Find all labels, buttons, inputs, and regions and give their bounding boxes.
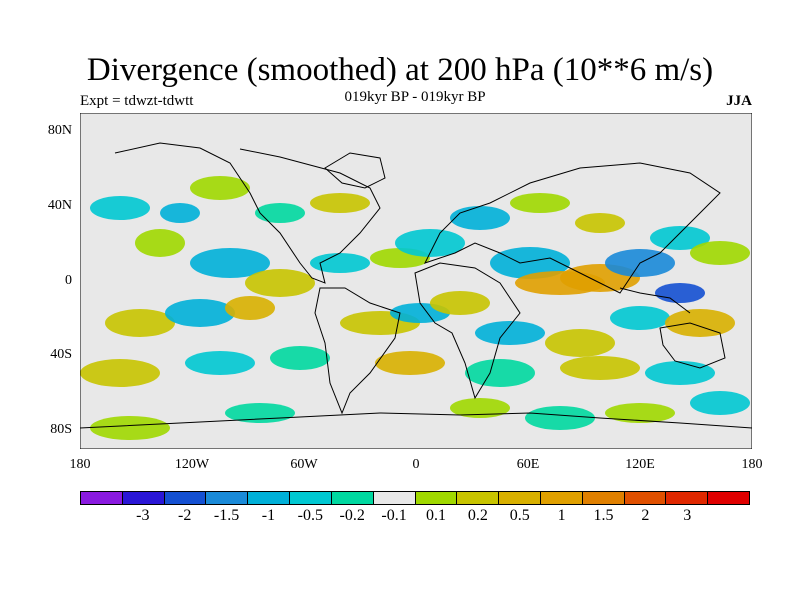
field-region xyxy=(690,391,750,415)
field-region xyxy=(430,291,490,315)
colorbar-box xyxy=(707,491,750,505)
field-region xyxy=(90,416,170,440)
field-region xyxy=(245,269,315,297)
season-label: JJA xyxy=(726,93,752,109)
colorbar-box xyxy=(414,491,458,505)
colorbar-box xyxy=(121,491,165,505)
colorbar-label: -0.1 xyxy=(381,507,407,524)
colorbar-label: 1 xyxy=(557,507,566,524)
field-region xyxy=(190,176,250,200)
colorbar-box xyxy=(330,491,374,505)
field-region xyxy=(690,241,750,265)
lat-label-40n: 40N xyxy=(47,198,72,213)
field-region xyxy=(310,253,370,273)
field-region xyxy=(560,356,640,380)
field-region xyxy=(255,203,305,223)
field-region xyxy=(185,351,255,375)
field-region xyxy=(225,296,275,320)
plot-title: Divergence (smoothed) at 200 hPa (10**6 … xyxy=(86,52,714,88)
colorbar-label: -0.2 xyxy=(339,507,365,524)
colorbar xyxy=(80,491,750,505)
colorbar-label: 2 xyxy=(641,507,650,524)
field-region xyxy=(525,406,595,430)
lon-label-120w: 120W xyxy=(174,457,210,472)
plot-subtitle: 019kyr BP - 019kyr BP xyxy=(344,89,486,105)
field-region xyxy=(510,193,570,213)
divergence-field-blobs xyxy=(80,176,750,440)
colorbar-label: 3 xyxy=(683,507,692,524)
lon-label-60e: 60E xyxy=(516,457,540,472)
coastlines xyxy=(80,142,752,429)
field-region xyxy=(135,229,185,257)
field-region xyxy=(190,248,270,278)
colorbar-label: -0.5 xyxy=(297,507,323,524)
field-region xyxy=(310,193,370,213)
experiment-label: Expt = tdwzt-tdwtt xyxy=(80,93,194,109)
field-region xyxy=(450,398,510,418)
field-region xyxy=(165,299,235,327)
colorbar-box xyxy=(163,491,207,505)
field-region xyxy=(490,247,570,279)
colorbar-label: -1 xyxy=(261,507,276,524)
field-region xyxy=(375,351,445,375)
field-region xyxy=(665,309,735,337)
colorbar-label: -2 xyxy=(178,507,192,524)
colorbar-box xyxy=(539,491,583,505)
lon-label-180e: 180 xyxy=(741,457,763,472)
lat-label-40s: 40S xyxy=(50,347,72,362)
colorbar-box xyxy=(456,491,500,505)
field-region xyxy=(475,321,545,345)
colorbar-box xyxy=(581,491,625,505)
field-region xyxy=(160,203,200,223)
colorbar-box xyxy=(665,491,709,505)
colorbar-box xyxy=(498,491,541,505)
lat-label-0: 0 xyxy=(65,273,72,288)
colorbar-box xyxy=(247,491,291,505)
colorbar-label: 0.1 xyxy=(425,507,446,524)
colorbar-label: 0.2 xyxy=(467,507,488,524)
lon-label-60w: 60W xyxy=(290,457,318,472)
lat-label-80s: 80S xyxy=(50,422,72,437)
colorbar-box xyxy=(289,491,332,505)
field-region xyxy=(575,213,625,233)
field-region xyxy=(90,196,150,220)
colorbar-label: 1.5 xyxy=(593,507,614,524)
lon-label-180w: 180 xyxy=(69,457,91,472)
divergence-map xyxy=(80,113,752,449)
field-region xyxy=(650,226,710,250)
colorbar-label: -3 xyxy=(136,507,150,524)
lon-label-0: 0 xyxy=(412,457,420,472)
field-region xyxy=(645,361,715,385)
colorbar-box xyxy=(623,491,667,505)
colorbar-box xyxy=(372,491,416,505)
colorbar-box xyxy=(80,491,123,505)
colorbar-box xyxy=(205,491,249,505)
field-region xyxy=(395,229,465,257)
lat-label-80n: 80N xyxy=(47,123,72,138)
map-canvas xyxy=(80,113,752,449)
field-region xyxy=(450,206,510,230)
field-region xyxy=(465,359,535,387)
lon-label-120e: 120E xyxy=(625,457,655,472)
field-region xyxy=(105,309,175,337)
colorbar-label: -1.5 xyxy=(213,507,240,524)
field-region xyxy=(610,306,670,330)
field-region xyxy=(545,329,615,357)
field-region xyxy=(655,283,705,303)
colorbar-label: 0.5 xyxy=(509,507,530,524)
field-region xyxy=(605,403,675,423)
field-region xyxy=(270,346,330,370)
field-region xyxy=(80,359,160,387)
